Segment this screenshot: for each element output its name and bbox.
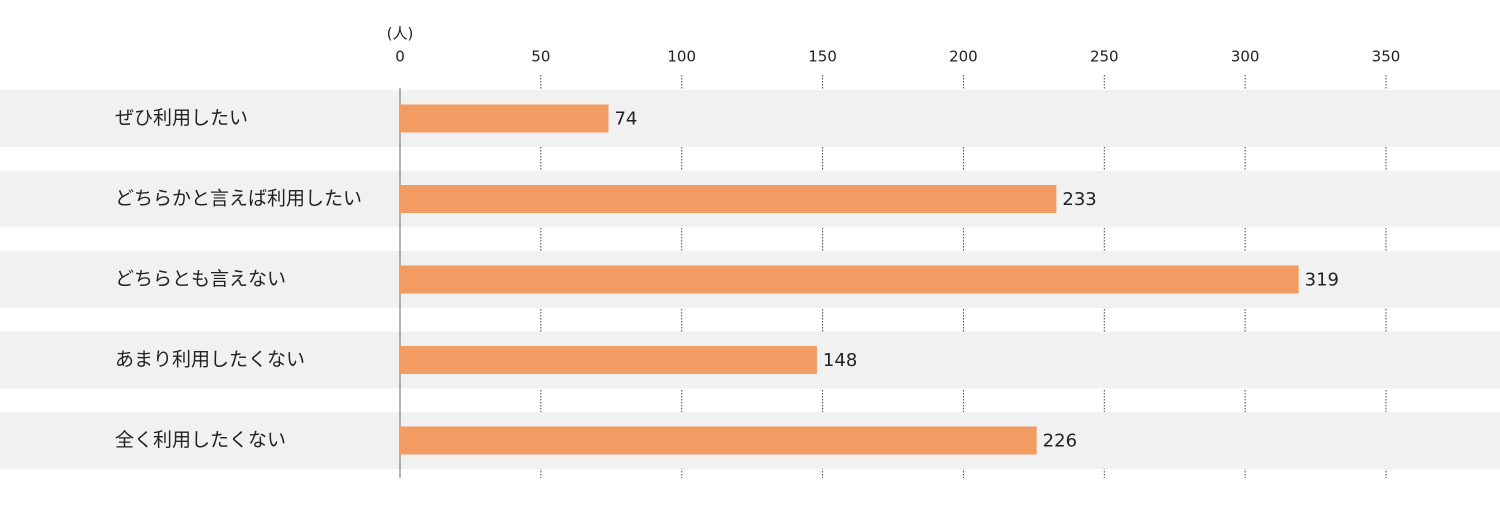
x-tick-label: 300 xyxy=(1231,48,1260,66)
category-label: どちらとも言えない xyxy=(115,268,286,290)
category-label: 全く利用したくない xyxy=(115,429,286,451)
x-tick-label: 50 xyxy=(531,48,550,66)
category-label: あまり利用したくない xyxy=(115,349,305,371)
x-tick-label: 350 xyxy=(1372,48,1401,66)
x-axis-label: (人) xyxy=(387,25,414,43)
bar xyxy=(400,426,1037,455)
value-label: 74 xyxy=(614,109,637,130)
x-tick-label: 250 xyxy=(1090,48,1119,66)
value-label: 148 xyxy=(823,350,857,371)
x-tick-label: 100 xyxy=(667,48,696,66)
value-label: 319 xyxy=(1305,270,1339,291)
row-band xyxy=(0,90,1500,147)
x-tick-label: 150 xyxy=(808,48,837,66)
category-label: どちらかと言えば利用したい xyxy=(115,188,362,210)
bar xyxy=(400,185,1057,213)
value-label: 226 xyxy=(1043,431,1077,452)
x-tick-label: 200 xyxy=(949,48,978,66)
x-tick-label: 0 xyxy=(395,48,405,66)
bar xyxy=(400,346,817,374)
bar xyxy=(400,265,1299,294)
bar xyxy=(400,104,609,133)
value-label: 233 xyxy=(1062,189,1096,210)
category-label: ぜひ利用したい xyxy=(115,107,248,129)
